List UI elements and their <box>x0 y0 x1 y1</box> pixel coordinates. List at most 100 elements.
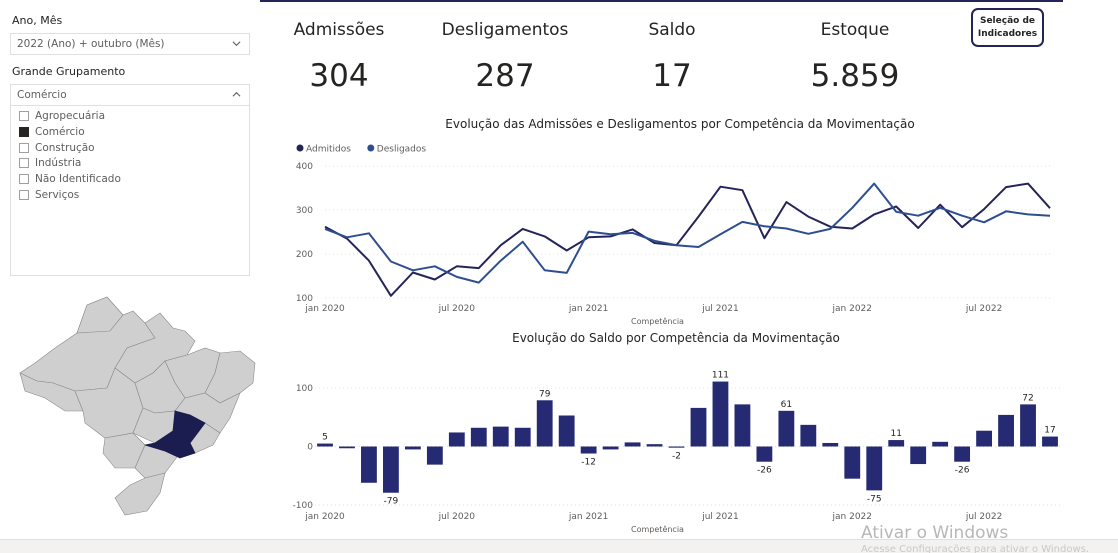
saldo-bar[interactable] <box>932 441 949 447</box>
saldo-bar[interactable] <box>624 442 641 447</box>
saldo-bar[interactable] <box>822 442 839 447</box>
x-tick-label: jan 2022 <box>832 304 873 314</box>
saldo-bar[interactable] <box>646 444 663 447</box>
kpi-desligamentos-value: 287 <box>475 58 535 94</box>
x-tick-label: jul 2022 <box>965 304 1002 314</box>
indicator-selection-button[interactable]: Seleção de Indicadores <box>971 8 1044 47</box>
option-construcao[interactable]: Construção <box>19 142 95 154</box>
button-line-2: Indicadores <box>977 28 1038 39</box>
x-axis-title: Competência <box>631 316 684 326</box>
bar-chart[interactable]: -100 0 100 5 -79 79 -12 -2 111 -26 61 -75 11 -26 72 17 j… <box>285 350 1065 538</box>
saldo-bar[interactable] <box>383 446 399 493</box>
legend-marker <box>296 144 304 152</box>
checkbox[interactable] <box>19 158 29 168</box>
saldo-bar[interactable] <box>756 446 773 462</box>
legend-label[interactable]: Desligados <box>377 145 427 155</box>
saldo-bar[interactable] <box>448 432 465 447</box>
saldo-bar[interactable] <box>426 446 443 465</box>
x-tick-label: jan 2022 <box>832 512 873 522</box>
option-label: Comércio <box>35 126 85 138</box>
saldo-bar[interactable] <box>580 446 597 454</box>
saldo-bar[interactable] <box>339 446 355 449</box>
x-tick-label: jul 2020 <box>438 512 476 522</box>
group-dropdown-value: Comércio <box>17 89 67 101</box>
data-label: 17 <box>1044 426 1055 436</box>
data-label: -79 <box>384 497 399 507</box>
saldo-bar[interactable] <box>1020 404 1036 447</box>
chevron-down-icon <box>232 41 241 47</box>
status-bar <box>0 539 1118 553</box>
option-label: Indústria <box>35 157 82 169</box>
saldo-bar[interactable] <box>317 443 333 447</box>
option-servicos[interactable]: Serviços <box>19 189 79 201</box>
x-tick-label: jan 2021 <box>568 512 609 522</box>
series-line-desligados[interactable] <box>324 182 1051 284</box>
y-tick-label: 300 <box>296 206 313 216</box>
saldo-bar[interactable] <box>558 415 575 447</box>
data-label: -26 <box>955 466 970 476</box>
saldo-bar[interactable] <box>470 427 487 447</box>
option-label: Construção <box>35 142 95 154</box>
checkbox[interactable] <box>19 111 29 121</box>
option-agropecuaria[interactable]: Agropecuária <box>19 110 105 122</box>
windows-activation-watermark: Ativar o Windows <box>861 523 1009 543</box>
saldo-bar[interactable] <box>976 430 992 447</box>
kpi-estoque-label: Estoque <box>820 20 890 40</box>
data-label: 79 <box>539 389 551 399</box>
saldo-bar[interactable] <box>1042 436 1058 447</box>
saldo-bar[interactable] <box>844 446 861 479</box>
checkbox-checked[interactable] <box>19 127 29 137</box>
period-slicer-label: Ano, Mês <box>12 14 63 27</box>
option-nao-identificado[interactable]: Não Identificado <box>19 173 121 185</box>
chevron-up-icon <box>232 91 241 97</box>
saldo-bar[interactable] <box>910 446 927 465</box>
series-line-admitidos[interactable] <box>324 182 1051 297</box>
kpi-saldo-label: Saldo <box>648 20 696 40</box>
data-label: 11 <box>890 429 901 439</box>
saldo-bar[interactable] <box>998 414 1014 447</box>
legend-label[interactable]: Admitidos <box>306 145 351 155</box>
brazil-states <box>19 296 256 516</box>
checkbox[interactable] <box>19 143 29 153</box>
saldo-bar[interactable] <box>800 424 817 447</box>
period-dropdown[interactable]: 2022 (Ano) + outubro (Mês) <box>10 33 250 55</box>
y-tick-label: 400 <box>296 162 313 172</box>
saldo-bar[interactable] <box>954 446 971 462</box>
line-chart[interactable]: Admitidos Desligados 100 200 300 400 jan 2020 j… <box>285 138 1065 330</box>
minas-gerais-region[interactable] <box>144 410 206 459</box>
option-comercio[interactable]: Comércio <box>19 126 85 138</box>
kpi-admissoes-label: Admissões <box>293 20 385 40</box>
group-slicer-label: Grande Grupamento <box>12 65 126 78</box>
option-label: Não Identificado <box>35 173 121 185</box>
checkbox[interactable] <box>19 174 29 184</box>
saldo-bar[interactable] <box>514 427 531 447</box>
option-industria[interactable]: Indústria <box>19 157 81 169</box>
saldo-bar[interactable] <box>404 446 421 450</box>
saldo-bar[interactable] <box>690 407 707 447</box>
line-chart-title: Evolução das Admissões e Desligamentos p… <box>445 117 915 131</box>
header-rule <box>260 0 1063 2</box>
group-dropdown[interactable]: Comércio <box>10 84 250 106</box>
saldo-bar[interactable] <box>866 446 883 491</box>
data-label: -26 <box>757 466 772 476</box>
saldo-bar[interactable] <box>888 440 905 447</box>
saldo-bar[interactable] <box>734 404 751 447</box>
checkbox[interactable] <box>19 190 29 200</box>
x-tick-label: jan 2020 <box>304 512 345 522</box>
brazil-map[interactable] <box>15 293 260 521</box>
x-tick-label: jan 2020 <box>304 304 345 314</box>
y-tick-label: 200 <box>296 250 313 260</box>
saldo-bar[interactable] <box>668 446 685 448</box>
saldo-bar[interactable] <box>712 381 729 447</box>
x-tick-label: jul 2021 <box>701 512 738 522</box>
saldo-bar[interactable] <box>492 426 509 447</box>
saldo-bar[interactable] <box>536 400 553 447</box>
kpi-desligamentos-label: Desligamentos <box>441 20 569 40</box>
saldo-bar[interactable] <box>778 410 795 447</box>
y-tick-label: 100 <box>296 384 313 394</box>
period-dropdown-value: 2022 (Ano) + outubro (Mês) <box>17 38 165 50</box>
saldo-bar[interactable] <box>602 446 619 450</box>
data-label: 72 <box>1022 393 1033 403</box>
saldo-bar[interactable] <box>361 446 377 483</box>
